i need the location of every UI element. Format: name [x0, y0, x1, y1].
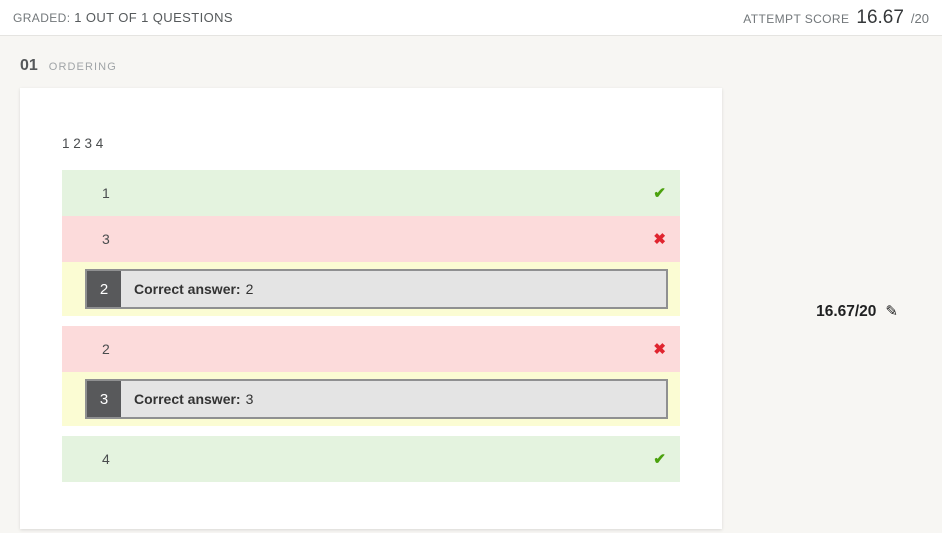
- correct-answer-box: 3 Correct answer: 3: [85, 379, 668, 419]
- question-score: 16.67/20: [816, 302, 877, 320]
- correct-answer-label: Correct answer:: [134, 391, 241, 407]
- attempt-score: ATTEMPT SCORE 16.67 /20: [743, 7, 929, 29]
- correct-answer-text: Correct answer: 3: [121, 381, 253, 417]
- correct-answer-text: Correct answer: 2: [121, 271, 253, 307]
- attempt-score-value: 16.67: [856, 6, 904, 28]
- question-number: 01: [20, 57, 38, 74]
- grading-summary-bar: GRADED: 1 OUT OF 1 QUESTIONS ATTEMPT SCO…: [0, 0, 942, 36]
- graded-value: 1 OUT OF 1 QUESTIONS: [74, 10, 233, 25]
- correct-position-badge: 3: [87, 381, 121, 417]
- question-score-panel: 16.67/20 ✎: [722, 88, 922, 529]
- question-prompt: 1 2 3 4: [62, 136, 104, 151]
- correct-answer-row: 3 Correct answer: 3: [62, 372, 680, 426]
- answer-text: 2: [102, 341, 110, 357]
- attempt-score-label: ATTEMPT SCORE: [743, 11, 850, 26]
- answer-row: 1 ✔: [62, 170, 680, 216]
- correct-answer-label: Correct answer:: [134, 281, 241, 297]
- check-icon: ✔: [653, 184, 666, 202]
- answer-row: 2 ✖: [62, 326, 680, 372]
- attempt-score-total: /20: [910, 10, 929, 26]
- correct-answer-value: 2: [245, 281, 254, 297]
- edit-score-icon[interactable]: ✎: [885, 303, 898, 320]
- question-header: 01 ORDERING: [20, 57, 922, 75]
- correct-answer-box: 2 Correct answer: 2: [85, 269, 668, 309]
- question-area: 01 ORDERING 1 2 3 4 1 ✔ 3 ✖ 2 Correct an…: [0, 57, 942, 529]
- check-icon: ✔: [653, 450, 666, 468]
- answer-text: 3: [102, 231, 110, 247]
- answer-row: 3 ✖: [62, 216, 680, 262]
- x-icon: ✖: [653, 230, 666, 248]
- answer-row: 4 ✔: [62, 436, 680, 482]
- answer-text: 4: [102, 451, 110, 467]
- ordering-rows: 1 ✔ 3 ✖ 2 Correct answer: 2 2 ✖ 3 Correc…: [62, 170, 680, 482]
- correct-answer-row: 2 Correct answer: 2: [62, 262, 680, 316]
- correct-answer-value: 3: [245, 391, 254, 407]
- correct-position-badge: 2: [87, 271, 121, 307]
- graded-label: GRADED:: [13, 11, 71, 25]
- question-card: 1 2 3 4 1 ✔ 3 ✖ 2 Correct answer: 2 2 ✖ …: [20, 88, 722, 529]
- question-type-label: ORDERING: [48, 61, 117, 73]
- answer-text: 1: [102, 185, 110, 201]
- graded-summary: GRADED: 1 OUT OF 1 QUESTIONS: [13, 10, 233, 25]
- x-icon: ✖: [653, 340, 666, 358]
